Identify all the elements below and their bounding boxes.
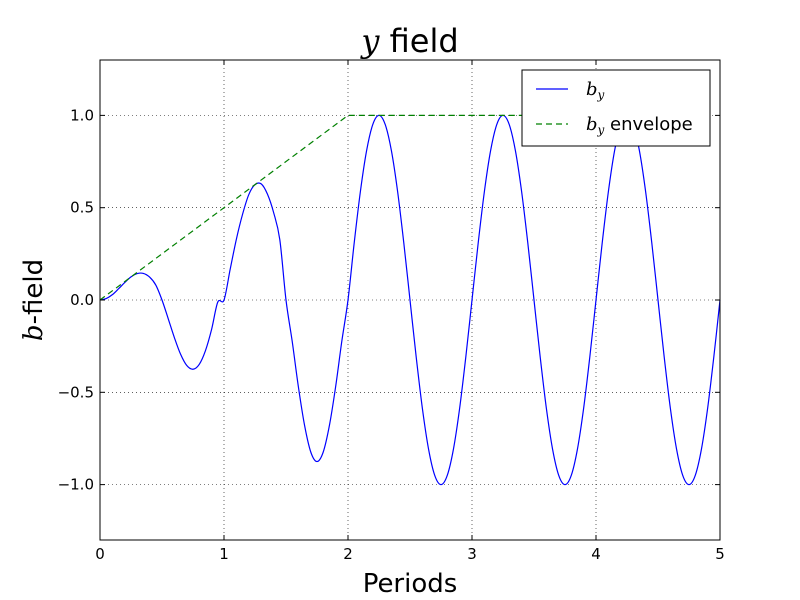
- legend-label: by: [586, 79, 605, 102]
- y-axis-title-math: b: [19, 324, 49, 341]
- y-tick-label: −1.0: [58, 476, 94, 494]
- y-tick-label: −0.5: [58, 383, 94, 401]
- x-tick-label: 4: [591, 545, 601, 563]
- ticks: 0 1 2 3 4 5 −1.0 −0.5 0.0 0.5 1.0: [58, 60, 725, 563]
- chart-title: y field: [359, 22, 458, 60]
- x-tick-label: 0: [95, 545, 105, 563]
- legend-label-subscript: y: [597, 123, 605, 137]
- legend-box: [521, 69, 711, 147]
- legend-label-math: b: [586, 79, 598, 100]
- y-tick-label: 1.0: [70, 106, 94, 124]
- y-tick-label: 0.5: [70, 199, 94, 217]
- x-axis-title: Periods: [363, 569, 458, 599]
- x-tick-label: 1: [219, 545, 229, 563]
- legend-label: by envelope: [586, 114, 693, 137]
- chart-title-math: y: [359, 22, 380, 60]
- series-line-envelope: [99, 114, 534, 301]
- y-axis-title: b-field: [19, 259, 49, 341]
- x-tick-label: 3: [467, 545, 477, 563]
- legend-label-text: envelope: [604, 114, 692, 135]
- legend-label-subscript: y: [597, 88, 605, 102]
- y-axis-title-text: -field: [19, 259, 49, 324]
- chart-title-text: field: [379, 22, 458, 60]
- y-tick-label: 0.0: [70, 291, 94, 309]
- x-tick-label: 5: [715, 545, 725, 563]
- legend-label-math: b: [586, 114, 598, 135]
- x-tick-label: 2: [343, 545, 353, 563]
